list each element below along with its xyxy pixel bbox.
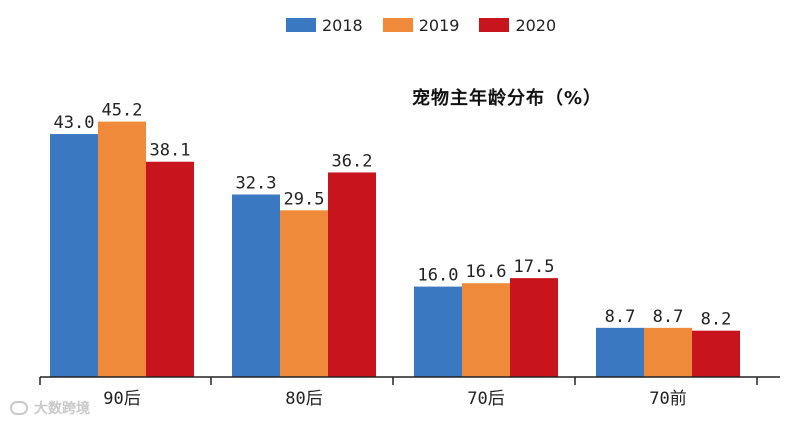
data-label-2018-1: 32.3 xyxy=(236,174,277,194)
x-tick-label-3: 70前 xyxy=(649,389,686,409)
bar-2019-1 xyxy=(280,210,328,377)
legend-label-2020: 2020 xyxy=(515,15,557,35)
legend-label-2018: 2018 xyxy=(322,15,363,35)
legend-label-2019: 2019 xyxy=(418,15,460,35)
bar-2019-0 xyxy=(98,121,146,378)
bar-2020-0 xyxy=(146,161,194,377)
data-label-2020-1: 36.2 xyxy=(332,151,373,171)
bar-2020-2 xyxy=(510,278,558,377)
x-tick-label-0: 90后 xyxy=(103,389,140,409)
bar-2018-3 xyxy=(596,327,644,377)
legend-item-2019: 2019 xyxy=(382,15,460,35)
watermark-logo-icon xyxy=(10,401,28,415)
data-label-2019-1: 29.5 xyxy=(284,189,325,209)
x-tick-label-2: 70后 xyxy=(467,389,504,409)
data-label-2018-0: 43.0 xyxy=(54,113,95,133)
watermark: 大数跨境 xyxy=(10,398,90,418)
bar-2020-1 xyxy=(328,172,376,377)
data-label-2019-3: 8.7 xyxy=(653,307,684,327)
bar-2020-3 xyxy=(692,330,740,377)
bar-2019-3 xyxy=(644,327,692,377)
bar-2018-0 xyxy=(50,134,98,377)
data-label-2018-2: 16.0 xyxy=(418,266,459,286)
legend-item-2018: 2018 xyxy=(286,16,363,35)
legend: 2018 2019 2020 xyxy=(286,14,556,36)
legend-swatch-2020 xyxy=(479,18,510,32)
legend-swatch-2018 xyxy=(286,18,316,32)
data-label-2020-2: 17.5 xyxy=(514,257,555,277)
legend-swatch-2019 xyxy=(382,18,413,32)
x-tick-label-1: 80后 xyxy=(285,389,322,409)
bar-2018-1 xyxy=(232,194,280,377)
legend-item-2020: 2020 xyxy=(479,16,556,35)
bar-2018-2 xyxy=(414,286,462,377)
data-label-2020-0: 38.1 xyxy=(150,141,191,161)
data-label-2019-0: 45.2 xyxy=(102,101,143,121)
watermark-text: 大数跨境 xyxy=(34,401,90,417)
data-label-2019-2: 16.6 xyxy=(466,262,507,282)
chart-title: 宠物主年龄分布（%） xyxy=(412,88,603,109)
data-label-2020-3: 8.2 xyxy=(701,310,732,330)
bar-2019-2 xyxy=(462,283,510,377)
data-label-2018-3: 8.7 xyxy=(605,307,636,327)
